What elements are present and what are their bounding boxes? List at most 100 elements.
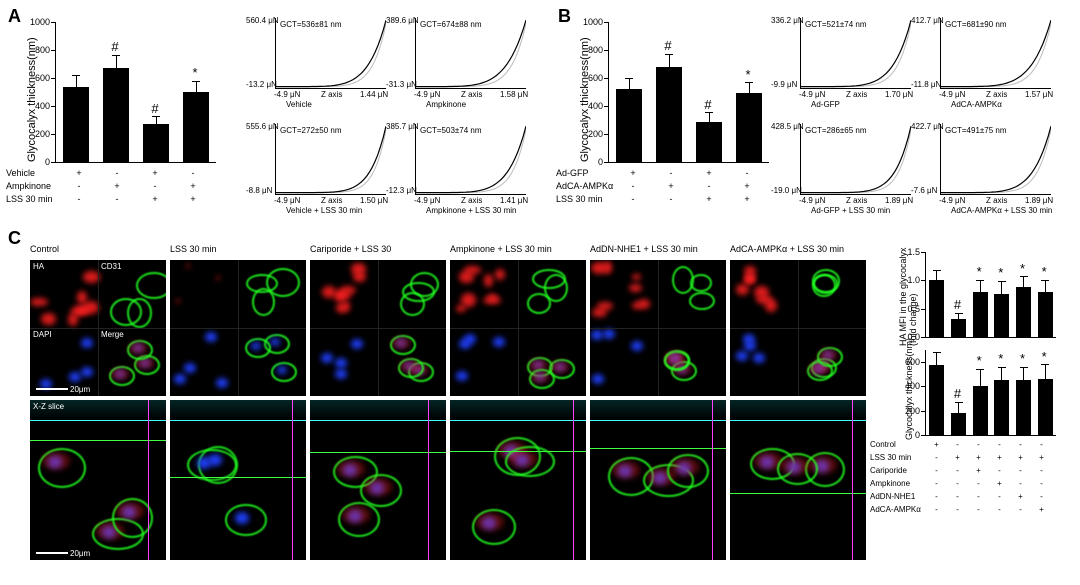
- condition-cell: -: [136, 181, 174, 191]
- bar: [1016, 380, 1031, 435]
- afm-curve-plot: GCT=491±75 nm422.7 μN-7.6 μN-4.9 μNZ axi…: [940, 124, 1051, 195]
- significance-mark: *: [1020, 261, 1025, 276]
- significance-mark: #: [954, 297, 961, 312]
- panel-c-xz-image: [310, 400, 446, 560]
- bar: [696, 122, 722, 162]
- afm-curve-plot: GCT=536±81 nm560.4 μN-13.2 μN-4.9 μNZ ax…: [275, 18, 386, 89]
- condition-cell: +: [174, 181, 212, 191]
- bar: [951, 413, 966, 435]
- xz-label: X-Z slice: [33, 402, 64, 411]
- condition-cell: +: [989, 453, 1010, 462]
- channel-tag: Merge: [101, 330, 124, 339]
- condition-cell: +: [60, 168, 98, 178]
- condition-cell: -: [968, 492, 989, 501]
- significance-mark: *: [1042, 264, 1047, 279]
- condition-cell: -: [1031, 440, 1052, 449]
- condition-cell: -: [98, 168, 136, 178]
- significance-mark: *: [998, 265, 1003, 280]
- condition-cell: -: [926, 466, 947, 475]
- condition-cell: -: [926, 453, 947, 462]
- panel-c-quad-image: [310, 260, 446, 396]
- panel-c-column-header: Ampkinone + LSS 30 min: [450, 244, 552, 254]
- condition-cell: -: [1031, 466, 1052, 475]
- panel-a-barchart: Glycocalyx thickness(nm) 020040060080010…: [55, 22, 216, 163]
- condition-cell: -: [947, 466, 968, 475]
- condition-cell: +: [136, 168, 174, 178]
- condition-row: Ad-GFP+-+-: [556, 168, 766, 181]
- scale-bar-label: 20μm: [70, 385, 90, 394]
- panel-c-column-header: Cariporide + LSS 30: [310, 244, 391, 254]
- condition-label: Control: [870, 440, 926, 449]
- afm-curve-plot: GCT=286±65 nm428.5 μN-19.0 μN-4.9 μNZ ax…: [800, 124, 911, 195]
- condition-cell: +: [98, 181, 136, 191]
- condition-cell: +: [926, 440, 947, 449]
- condition-cell: -: [947, 492, 968, 501]
- condition-row: AdDN-NHE1----+-: [870, 492, 1052, 505]
- condition-row: Vehicle+-+-: [6, 168, 212, 181]
- panel-c-quad-image: [450, 260, 586, 396]
- panel-c-xz-image: [590, 400, 726, 560]
- significance-mark: #: [111, 39, 118, 54]
- afm-curve-plot: GCT=681±90 nm412.7 μN-11.8 μN-4.9 μNZ ax…: [940, 18, 1051, 89]
- condition-cell: +: [1031, 453, 1052, 462]
- panel-a-conditions: Vehicle+-+-Ampkinone-+-+LSS 30 min--++: [6, 168, 212, 207]
- condition-row: Ampkinone---+--: [870, 479, 1052, 492]
- condition-cell: +: [968, 466, 989, 475]
- panel-c-quad-image: HACD31DAPIMerge20μm: [30, 260, 166, 396]
- condition-cell: -: [968, 505, 989, 514]
- condition-cell: +: [989, 479, 1010, 488]
- condition-cell: -: [60, 181, 98, 191]
- condition-label: Cariporide: [870, 466, 926, 475]
- condition-cell: +: [1031, 505, 1052, 514]
- condition-cell: -: [690, 181, 728, 191]
- significance-mark: #: [704, 97, 711, 112]
- bar: [994, 380, 1009, 435]
- gct-condition-label: Vehicle: [286, 100, 312, 109]
- panel-b-barchart: Glycocalyx thickness(nm) 020040060080010…: [608, 22, 769, 163]
- significance-mark: #: [151, 101, 158, 116]
- panel-b-conditions: Ad-GFP+-+-AdCA-AMPKα-+-+LSS 30 min--++: [556, 168, 766, 207]
- panel-c-column-header: Control: [30, 244, 59, 254]
- condition-cell: +: [652, 181, 690, 191]
- condition-cell: -: [947, 440, 968, 449]
- condition-cell: -: [1010, 466, 1031, 475]
- scale-bar: [36, 552, 68, 554]
- condition-cell: -: [989, 466, 1010, 475]
- condition-label: Vehicle: [6, 168, 60, 178]
- significance-mark: *: [977, 264, 982, 279]
- condition-row: Control+-----: [870, 440, 1052, 453]
- condition-row: LSS 30 min--++: [556, 194, 766, 207]
- condition-row: Cariporide--+---: [870, 466, 1052, 479]
- condition-label: AdCA-AMPKα: [556, 181, 614, 191]
- condition-label: Ad-GFP: [556, 168, 614, 178]
- condition-cell: -: [1010, 440, 1031, 449]
- condition-cell: -: [652, 168, 690, 178]
- bar: [973, 292, 988, 337]
- condition-cell: +: [1010, 492, 1031, 501]
- panel-a-label: A: [8, 6, 21, 27]
- condition-cell: -: [614, 181, 652, 191]
- gct-condition-label: AdCA-AMPKα: [951, 100, 1002, 109]
- bar: [929, 280, 944, 337]
- bar: [1016, 287, 1031, 337]
- panel-c-xz-image: [730, 400, 866, 560]
- condition-label: Ampkinone: [6, 181, 60, 191]
- condition-cell: -: [947, 505, 968, 514]
- channel-tag: HA: [33, 262, 44, 271]
- bar: [656, 67, 682, 162]
- condition-cell: -: [926, 505, 947, 514]
- significance-mark: *: [977, 353, 982, 368]
- condition-cell: +: [690, 168, 728, 178]
- condition-cell: +: [728, 181, 766, 191]
- condition-cell: +: [174, 194, 212, 204]
- condition-cell: -: [989, 505, 1010, 514]
- bar: [951, 319, 966, 337]
- panel-b-label: B: [558, 6, 571, 27]
- channel-tag: CD31: [101, 262, 121, 271]
- condition-row: Ampkinone-+-+: [6, 181, 212, 194]
- condition-cell: +: [1010, 453, 1031, 462]
- condition-cell: -: [989, 492, 1010, 501]
- panel-c-column-header: AdDN-NHE1 + LSS 30 min: [590, 244, 698, 254]
- bar: [1038, 379, 1053, 435]
- significance-mark: *: [1020, 351, 1025, 366]
